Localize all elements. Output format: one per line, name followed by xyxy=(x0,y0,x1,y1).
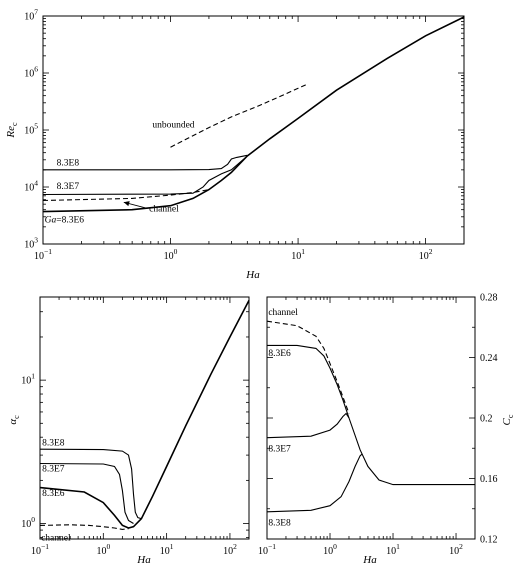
annotation-label: 8.3E7 xyxy=(57,182,80,192)
series-line-3 xyxy=(39,448,142,520)
x-tick-label: 102 xyxy=(223,542,237,557)
y-tick-label: 105 xyxy=(24,122,38,137)
annotations-bottom-right: channel 8.3E6 8.3E7 8.3E8 xyxy=(268,308,298,528)
series-line-3 xyxy=(42,155,248,196)
x-tick-label: 10−1 xyxy=(31,542,49,557)
x-tick-label: 10−1 xyxy=(34,247,52,262)
series-line-1 xyxy=(170,83,309,148)
x-axis-label-top: Ha xyxy=(245,269,260,281)
x-tick-label: 100 xyxy=(164,247,178,262)
series-line-0 xyxy=(42,16,465,213)
x-axis-label-bottom-left: Ha xyxy=(136,554,151,566)
annotation-label: 8.3E8 xyxy=(42,439,65,449)
y-tick-label: 101 xyxy=(21,372,35,387)
annotation-label: channel xyxy=(268,308,298,318)
series-line-3 xyxy=(266,453,363,513)
annotations-bottom-left: 8.3E8 8.3E7 8.3E6 channel xyxy=(41,439,71,544)
series-line-1 xyxy=(267,344,475,486)
y-tick-label: 0.28 xyxy=(480,293,498,304)
arrow-head xyxy=(123,201,130,207)
annotation-label: 8.3E6 xyxy=(42,489,65,499)
series-line-4 xyxy=(43,154,248,171)
series-line-0 xyxy=(39,300,250,529)
series-line-1 xyxy=(39,524,129,530)
annotation-label: 8.3E8 xyxy=(57,158,80,168)
series-line-0 xyxy=(266,320,350,414)
annotation-label: 8.3E7 xyxy=(268,444,291,454)
annotation-label: 8.3E7 xyxy=(42,465,65,475)
annotation-label: channel xyxy=(149,205,179,215)
chart-bottom-left-alpha-c: 10−1 100 101 102 100 101 8.3E8 8.3E7 8.3E6 chann… xyxy=(7,296,250,566)
axis-ticks-bottom-left: 10−1 100 101 102 100 101 xyxy=(21,297,250,557)
y-axis-label-top: Rec xyxy=(5,122,19,139)
y-tick-label: 0.16 xyxy=(480,474,498,485)
y-tick-label: 106 xyxy=(24,65,38,80)
annotation-label: 8.3E6 xyxy=(268,349,291,359)
y-tick-label: 0.24 xyxy=(480,353,498,364)
x-tick-label: 102 xyxy=(449,542,463,557)
y-axis-label-bottom-right: Cc xyxy=(501,414,515,425)
plot-frame-bottom-right xyxy=(266,296,476,540)
y-tick-label: 0.12 xyxy=(480,535,498,546)
series-line-2 xyxy=(42,189,209,202)
series-group-top xyxy=(42,16,465,213)
annotations-top: unbounded 8.3E8 8.3E7 channel Ga=8.3E6 xyxy=(45,121,195,226)
series-group-bottom-left xyxy=(39,300,250,530)
y-tick-label: 0.2 xyxy=(480,414,493,425)
x-tick-label: 10−1 xyxy=(258,542,276,557)
x-tick-label: 101 xyxy=(291,247,305,262)
chart-bottom-right-c-c: 10−1 100 101 102 0.12 0.16 0.2 0.24 0.28 channel… xyxy=(258,293,515,567)
series-line-2 xyxy=(39,462,134,524)
y-axis-label-bottom-left: αc xyxy=(7,415,21,425)
x-tick-label: 102 xyxy=(419,247,433,262)
annotation-label: 8.3E8 xyxy=(268,518,291,528)
y-tick-label: 100 xyxy=(21,515,35,530)
axis-ticks-bottom-right: 10−1 100 101 102 0.12 0.16 0.2 0.24 0.28 xyxy=(258,293,497,558)
y-tick-label: 104 xyxy=(24,179,38,194)
axis-ticks-top: 10−1 100 101 102 103 104 105 106 107 xyxy=(24,8,465,262)
series-group-bottom-right xyxy=(266,320,475,513)
chart-top-re-c: 10−1 100 101 102 103 104 105 106 107 unbounded 8.… xyxy=(5,8,465,281)
x-tick-label: 100 xyxy=(96,542,110,557)
annotation-label: channel xyxy=(41,534,71,544)
y-tick-label: 103 xyxy=(24,236,38,251)
series-line-2 xyxy=(266,412,350,439)
x-axis-label-bottom-right: Ha xyxy=(362,554,377,566)
x-tick-label: 101 xyxy=(160,542,174,557)
x-tick-label: 100 xyxy=(323,542,337,557)
x-tick-label: 101 xyxy=(386,542,400,557)
y-tick-label: 107 xyxy=(24,8,38,23)
annotation-label: Ga=8.3E6 xyxy=(45,215,85,225)
plot-frame-bottom-left xyxy=(39,296,250,540)
annotation-label: unbounded xyxy=(152,121,194,131)
